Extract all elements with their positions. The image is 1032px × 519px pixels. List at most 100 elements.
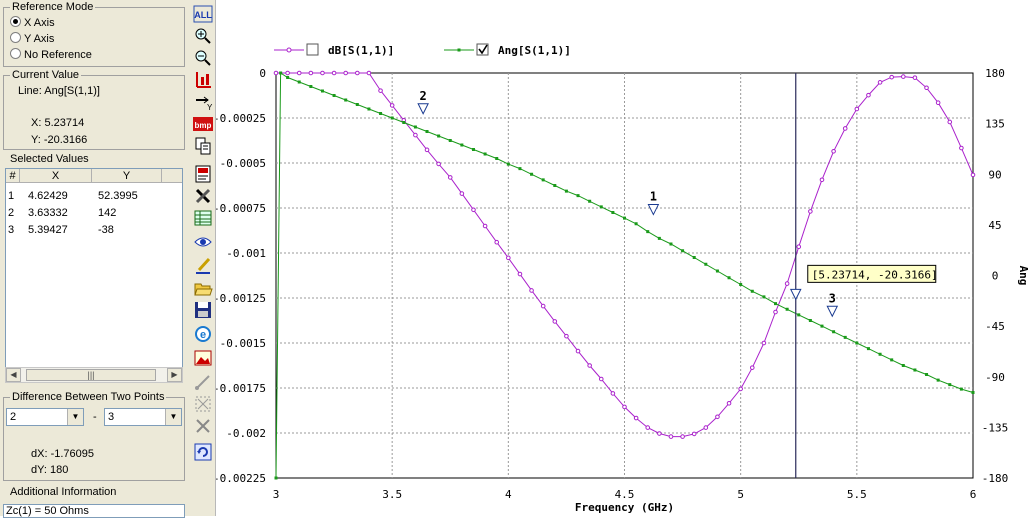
radio-x-axis[interactable]: X Axis <box>10 16 55 30</box>
row-index: 2 <box>8 207 15 219</box>
legend-label: Ang[S(1,1)] <box>498 44 571 57</box>
marker-2[interactable] <box>417 103 429 115</box>
copy-icon[interactable] <box>193 136 213 156</box>
scroll-thumb[interactable]: ||| <box>26 369 156 381</box>
all-button[interactable]: ALL <box>193 4 213 24</box>
data-point <box>808 319 812 322</box>
difference-separator: - <box>93 411 97 423</box>
data-point <box>739 283 743 286</box>
point-b-select[interactable]: 3 ▼ <box>104 408 182 426</box>
y-left-tick-label: -0.0015 <box>220 337 266 350</box>
data-point <box>797 313 801 317</box>
chevron-down-icon[interactable]: ▼ <box>165 409 181 425</box>
data-point <box>715 414 720 420</box>
eye-icon[interactable] <box>193 232 213 252</box>
data-point <box>402 121 406 124</box>
y-left-tick-label: -0.001 <box>226 247 266 260</box>
y-right-tick-label: -135 <box>982 421 1009 434</box>
table-horizontal-scrollbar[interactable]: ◀ ||| ▶ <box>5 367 183 383</box>
ie-icon[interactable]: e <box>193 324 213 344</box>
data-point <box>634 222 638 226</box>
y-right-tick-label: -45 <box>985 320 1005 333</box>
table-row[interactable]: 3 5.39427 -38 <box>6 222 182 239</box>
data-point <box>820 324 824 328</box>
data-point <box>437 134 441 138</box>
save-icon[interactable] <box>193 300 213 320</box>
data-point <box>424 147 430 153</box>
row-y: 142 <box>98 207 117 219</box>
data-point <box>808 209 813 214</box>
row-x: 3.63332 <box>28 207 68 219</box>
table-row[interactable]: 2 3.63332 142 <box>6 205 182 222</box>
fit-icon[interactable] <box>193 394 213 414</box>
cursor-tooltip <box>807 264 937 283</box>
radio-no-reference[interactable]: No Reference <box>10 48 92 62</box>
series-line-2 <box>275 72 974 479</box>
difference-dx: dX: -1.76095 <box>31 448 94 460</box>
data-point <box>761 340 767 346</box>
y-right-tick-label: 180 <box>985 67 1005 80</box>
data-point <box>796 244 802 249</box>
delete-icon[interactable] <box>193 416 213 436</box>
legend-checkbox[interactable] <box>306 43 319 56</box>
refresh-icon[interactable] <box>193 442 213 462</box>
legend-checkbox[interactable] <box>476 43 489 56</box>
selected-values-table[interactable]: # X Y 1 4.62429 52.3995 2 3.63332 142 3 … <box>5 168 183 368</box>
y-left-tick-label: -0.00175 <box>216 382 266 395</box>
data-point <box>622 404 627 410</box>
col-header-filler <box>162 169 182 183</box>
marker-1[interactable] <box>647 204 660 216</box>
data-point <box>843 335 847 339</box>
select-icon[interactable] <box>193 372 213 392</box>
data-point <box>344 98 348 102</box>
col-header-x[interactable]: X <box>20 169 92 183</box>
svg-text:e: e <box>200 329 206 341</box>
data-point <box>541 178 545 182</box>
data-point <box>296 70 302 76</box>
axis-xy-icon[interactable]: Y <box>193 92 213 112</box>
s-parameter-chart[interactable]: 3 3.5 4 4.5 5 5.5 6 0 -0.00025 -0.0005 -0.00075 -0.… <box>213 0 1032 516</box>
table-row[interactable]: 1 4.62429 52.3995 <box>6 188 182 205</box>
y-left-tick-label: -0.00225 <box>216 472 266 485</box>
marker-3[interactable] <box>826 305 839 318</box>
note-icon[interactable] <box>193 164 213 184</box>
data-point <box>774 302 778 306</box>
reference-mode-group: Reference Mode X Axis Y Axis No Referenc… <box>3 0 185 67</box>
data-point <box>413 125 417 129</box>
radio-y-axis[interactable]: Y Axis <box>10 32 54 46</box>
marker-label: 3 <box>829 291 836 305</box>
axis-icon[interactable] <box>193 70 213 90</box>
data-point <box>425 130 429 133</box>
scroll-left-arrow-icon[interactable]: ◀ <box>6 368 21 382</box>
data-point <box>459 191 465 196</box>
open-folder-icon[interactable] <box>193 278 213 298</box>
current-x: X: 5.23714 <box>31 117 85 129</box>
current-value-group: Current Value Line: Ang[S(1,1)] X: 5.237… <box>3 68 185 150</box>
row-x: 5.39427 <box>28 224 68 236</box>
zoom-in-icon[interactable] <box>193 26 213 46</box>
scroll-right-arrow-icon[interactable]: ▶ <box>167 368 182 382</box>
bmp-icon[interactable]: bmp <box>193 114 213 134</box>
tools-icon[interactable] <box>193 186 213 206</box>
y-left-tick-label: -0.00025 <box>216 112 266 125</box>
radio-x-axis-label: X Axis <box>24 17 55 29</box>
image-icon[interactable] <box>193 348 213 368</box>
data-point <box>681 249 685 253</box>
chart-area[interactable]: 3 3.5 4 4.5 5 5.5 6 0 -0.00025 -0.0005 -0.00075 -0.… <box>213 0 1032 516</box>
data-point <box>576 194 580 198</box>
y-right-tick-label: 45 <box>988 219 1001 232</box>
table-icon[interactable] <box>193 208 213 228</box>
current-y: Y: -20.3166 <box>31 134 88 146</box>
zoom-out-icon[interactable] <box>193 48 213 68</box>
col-header-y[interactable]: Y <box>92 169 162 183</box>
radio-dot <box>10 32 21 43</box>
data-point <box>367 107 371 111</box>
point-a-select[interactable]: 2 ▼ <box>6 408 84 426</box>
additional-info-box: Zc(1) = 50 Ohms <box>3 504 185 518</box>
edit-line-icon[interactable] <box>193 256 213 276</box>
chevron-down-icon[interactable]: ▼ <box>67 409 83 425</box>
col-header-index[interactable]: # <box>6 169 20 183</box>
data-point <box>285 70 290 76</box>
data-point <box>855 341 859 345</box>
legend-swatch-marker <box>457 48 461 52</box>
